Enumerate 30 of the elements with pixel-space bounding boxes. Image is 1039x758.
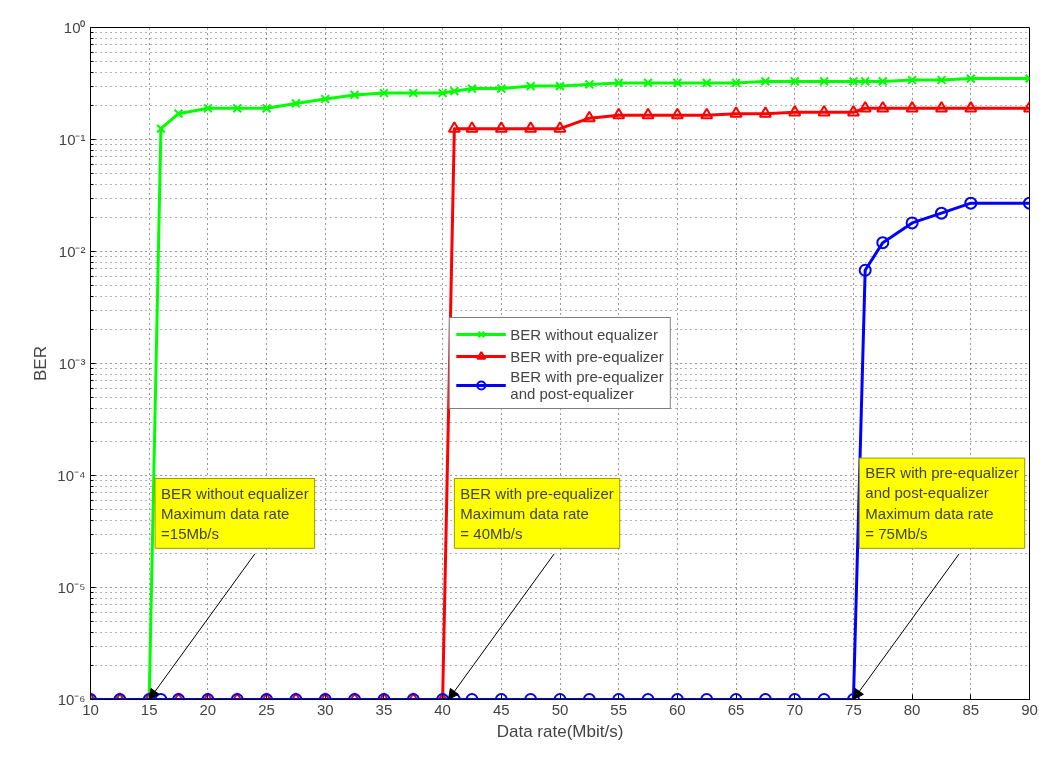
annotation: BER with pre-equalizer and post-equalizer Maximum data rate = 75Mb/s [865,464,1019,543]
x-tick-label: 70 [786,700,804,718]
legend-label: BER with pre-equalizer [510,347,664,365]
x-tick-label: 55 [610,700,628,718]
x-tick-label: 15 [140,700,158,718]
y-tick-label: 10⁻⁵ [57,579,86,596]
y-tick-label: 10⁻³ [58,355,86,372]
x-tick-label: 65 [727,700,745,718]
x-tick-label: 35 [375,700,393,718]
annotation: BER with pre-equalizer Maximum data rate = 40Mb/s [460,484,614,543]
y-tick-label: 10⁻⁴ [57,467,86,484]
y-axis-title: BER [31,346,51,381]
annotation: BER without equalizer Maximum data rate =15Mb/s [161,484,309,543]
x-tick-label: 20 [199,700,217,718]
y-tick-label: 10⁻¹ [58,131,86,148]
x-tick-label: 50 [551,700,569,718]
x-tick-label: 45 [492,700,510,718]
x-tick-label: 80 [903,700,921,718]
x-tick-label: 75 [845,700,862,718]
x-tick-label: 90 [1021,700,1038,718]
x-tick-label: 30 [316,700,334,718]
legend-label: BER with pre-equalizer and post-equalizer [510,368,664,402]
legend-label: BER without equalizer [510,325,658,343]
y-tick-label: 10⁰ [63,19,86,36]
x-tick-label: 25 [258,700,275,718]
x-tick-label: 60 [669,700,686,718]
x-tick-label: 85 [962,700,980,718]
x-axis-title: Data rate(Mbit/s) [496,721,624,741]
x-tick-label: 40 [434,700,451,718]
y-tick-label: 10⁻² [58,243,86,260]
